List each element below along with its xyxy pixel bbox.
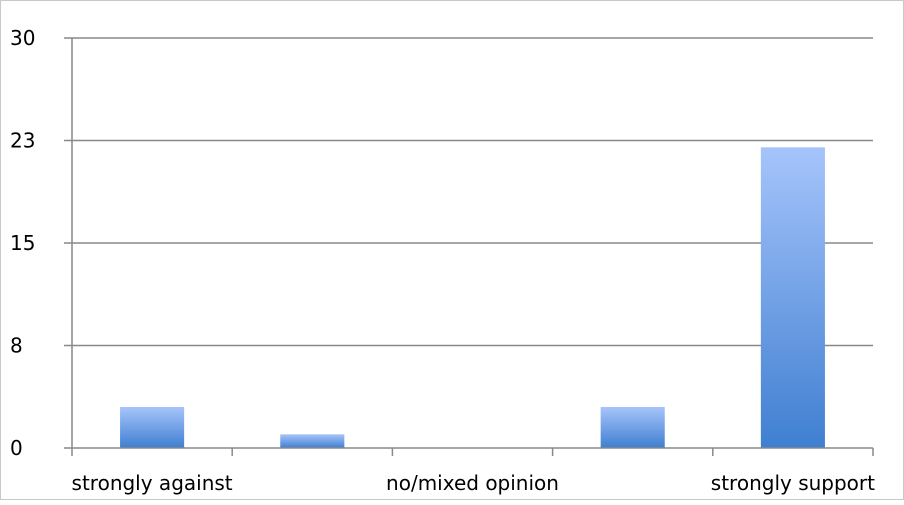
y-tick-label: 30 (10, 26, 35, 50)
bar (600, 407, 665, 448)
bar (120, 407, 185, 448)
x-category-label: strongly support (711, 471, 875, 495)
y-tick-label: 8 (10, 334, 23, 358)
bar (760, 147, 825, 449)
gridlines (72, 37, 873, 347)
y-tick-label: 0 (10, 436, 23, 460)
y-tick-label: 23 (10, 129, 35, 153)
x-category-label: strongly against (72, 471, 233, 495)
bar (280, 434, 345, 448)
y-tick-label: 15 (10, 231, 35, 255)
x-category-label: no/mixed opinion (386, 471, 559, 495)
bars (120, 147, 825, 449)
y-axis-ticks: 0 8 15 23 30 (10, 26, 72, 460)
x-axis-labels: strongly against no/mixed opinion strongly… (72, 471, 876, 495)
x-axis (71, 38, 874, 456)
